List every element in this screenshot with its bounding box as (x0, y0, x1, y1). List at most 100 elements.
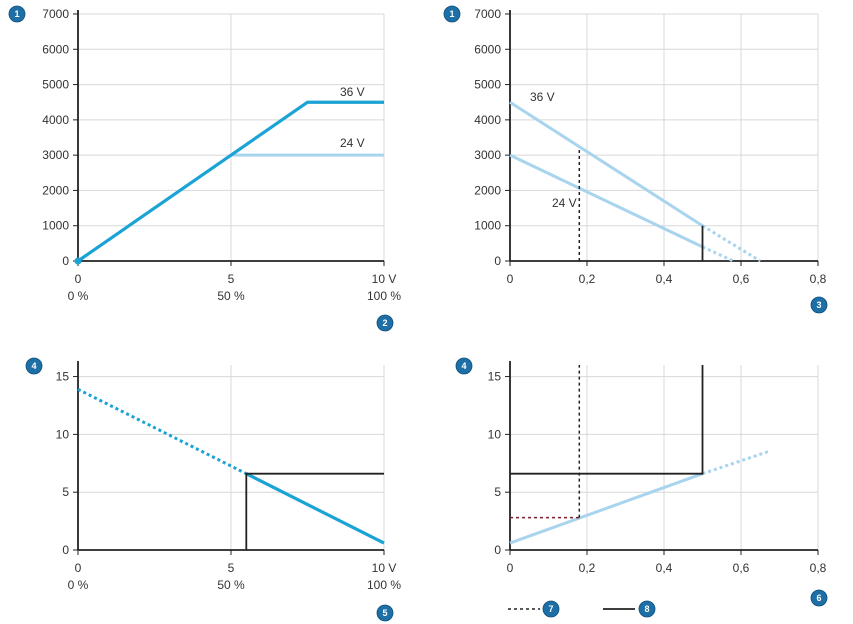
y-tick-label: 4000 (42, 113, 69, 127)
series-label-24v: 24 V (340, 136, 365, 150)
x-tick-label: 0 (507, 272, 514, 286)
y-tick-label: 2000 (474, 183, 501, 197)
x-tick-label: 5 (228, 272, 235, 286)
y-tick-label: 15 (56, 370, 70, 384)
x-tick-label-secondary: 0 % (68, 578, 89, 592)
y-tick-label: 15 (488, 370, 502, 384)
panel-2-grid (510, 13, 819, 261)
y-tick-label: 3000 (474, 148, 501, 162)
panel-2-series (509, 100, 762, 263)
x-tick-label: 0 (507, 561, 514, 575)
y-tick-label: 4000 (474, 113, 501, 127)
badge-7: 7 (542, 600, 560, 618)
y-tick-label: 6000 (42, 42, 69, 56)
badge-4-right: 4 (455, 357, 473, 375)
x-tick-label: 0,6 (733, 561, 750, 575)
panel-3-y-ticks: 0 5 10 15 (56, 370, 70, 557)
badge-1-top-right: 1 (443, 5, 461, 23)
x-tick-label: 0,2 (579, 272, 596, 286)
panel-3-x-ticks: 0 0 % 5 50 % 10 V 100 % (68, 561, 402, 592)
badge-1-text: 1 (14, 9, 19, 19)
x-tick-label: 5 (228, 561, 235, 575)
badge-2-text: 2 (382, 318, 387, 328)
badge-8: 8 (638, 600, 656, 618)
legend: 7 8 (508, 600, 656, 618)
series-dotted-extension (702, 450, 769, 476)
x-tick-label-secondary: 0 % (68, 289, 89, 303)
panel-2: 0 1000 2000 3000 4000 5000 6000 7000 0 0,2 0,4 0,6… (443, 5, 828, 314)
panel-4-grid (510, 365, 819, 550)
panel-4-x-ticks: 0 0,2 0,4 0,6 0,8 (507, 561, 827, 575)
solid-marker-line (245, 472, 384, 550)
series-label-24v: 24 V (552, 196, 577, 210)
x-tick-label: 10 V (372, 561, 397, 575)
origin-point (74, 257, 82, 265)
x-tick-label-secondary: 100 % (367, 578, 401, 592)
panel-2-axes (505, 10, 819, 266)
panel-4-series (509, 365, 769, 545)
y-tick-label: 1000 (42, 219, 69, 233)
panel-3: 0 5 10 15 0 0 % 5 50 % 10 V 100 % 4 5 (25, 357, 402, 622)
panel-1-axes (73, 10, 385, 266)
panel-1-y-ticks: 0 1000 2000 3000 4000 5000 6000 7000 (42, 7, 69, 268)
x-tick-label: 0,6 (733, 272, 750, 286)
y-tick-label: 5000 (474, 78, 501, 92)
badge-8-text: 8 (644, 604, 649, 614)
badge-3: 3 (810, 296, 828, 314)
badge-5: 5 (376, 604, 394, 622)
panel-3-series (77, 387, 385, 550)
panel-1-series (74, 100, 384, 265)
x-tick-label: 0,8 (810, 561, 827, 575)
y-tick-label: 0 (62, 543, 69, 557)
badge-1-top-left: 1 (8, 5, 26, 23)
panel-4: 0 5 10 15 0 0,2 0,4 0,6 0,8 4 6 (455, 357, 828, 607)
panel-4-y-ticks: 0 5 10 15 (488, 370, 502, 557)
panel-1: 0 1000 2000 3000 4000 5000 6000 7000 0 0 % 5 50 % 1… (8, 5, 402, 332)
y-tick-label: 10 (488, 427, 502, 441)
badge-6: 6 (810, 589, 828, 607)
series-label-36v: 36 V (530, 90, 555, 104)
x-tick-label: 0,4 (656, 272, 673, 286)
panel-1-grid (78, 13, 385, 261)
x-tick-label-secondary: 100 % (367, 289, 401, 303)
solid-marker-line (510, 365, 704, 475)
badge-6-text: 6 (816, 593, 821, 603)
x-tick-label: 0,2 (579, 561, 596, 575)
series-24v-line (509, 153, 704, 249)
badge-1b-text: 1 (449, 9, 454, 19)
panel-2-x-ticks: 0 0,2 0,4 0,6 0,8 (507, 272, 827, 286)
series-36v-extension (701, 224, 762, 263)
panel-1-x-ticks: 0 0 % 5 50 % 10 V 100 % (68, 272, 402, 303)
badge-7-text: 7 (548, 604, 553, 614)
y-tick-label: 6000 (474, 42, 501, 56)
badge-4-text: 4 (31, 361, 36, 371)
series-24v-extension (701, 245, 734, 263)
y-tick-label: 1000 (474, 219, 501, 233)
x-tick-label: 0 (75, 561, 82, 575)
series-solid-segment (509, 472, 704, 545)
series-36v-line (509, 100, 704, 227)
y-tick-label: 3000 (42, 148, 69, 162)
y-tick-label: 2000 (42, 183, 69, 197)
y-tick-label: 10 (56, 427, 70, 441)
series-solid-segment (245, 472, 385, 545)
x-tick-label: 0,8 (810, 272, 827, 286)
x-tick-label: 0,4 (656, 561, 673, 575)
panel-4-axes (505, 361, 819, 555)
y-tick-label: 5 (62, 485, 69, 499)
series-36v-line (77, 100, 384, 263)
panel-3-axes (73, 361, 385, 555)
x-tick-label-secondary: 50 % (217, 578, 245, 592)
x-tick-label: 0 (75, 272, 82, 286)
y-tick-label: 0 (494, 254, 501, 268)
y-tick-label: 5 (494, 485, 501, 499)
y-tick-label: 7000 (474, 7, 501, 21)
y-tick-label: 0 (62, 254, 69, 268)
panel-3-grid (78, 365, 385, 550)
y-tick-label: 7000 (42, 7, 69, 21)
badge-3-text: 3 (816, 300, 821, 310)
y-tick-label: 0 (494, 543, 501, 557)
badge-2: 2 (376, 314, 394, 332)
series-dotted-segment (77, 387, 247, 476)
